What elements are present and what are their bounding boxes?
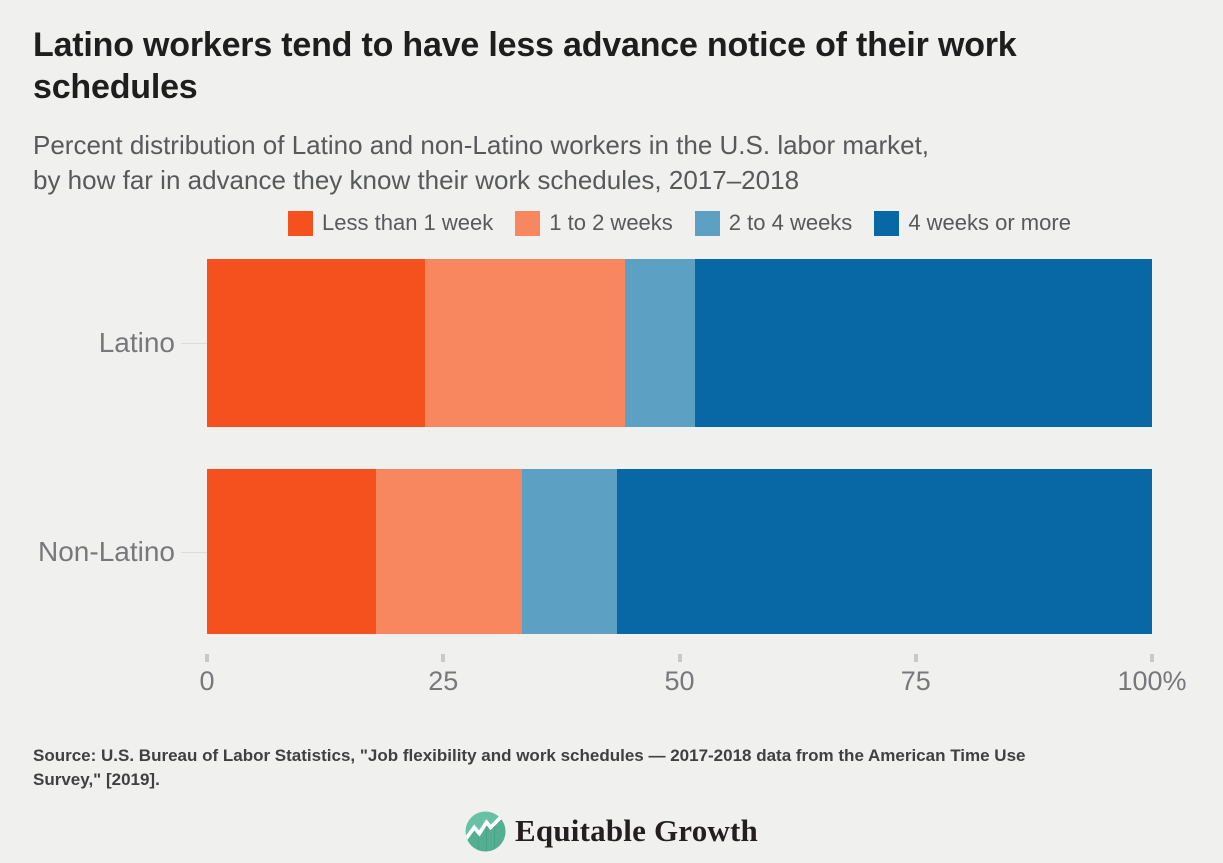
tick-mark [913, 654, 918, 662]
legend-label: 4 weeks or more [908, 210, 1071, 235]
subtitle-line-2: by how far in advance they know their wo… [33, 165, 800, 195]
legend-item-2-to-4-weeks: 2 to 4 weeks [694, 210, 853, 236]
tick-label-0: 0 [199, 666, 215, 696]
tick-mark [677, 654, 682, 662]
source-line-2: Survey," [2019]. [33, 770, 160, 789]
title-line-2: schedules [33, 68, 198, 106]
logo-wordmark: Equitable Growth [515, 813, 758, 848]
stacked-bar-latino [207, 259, 1152, 427]
page-title: Latino workers tend to have less advance… [33, 24, 1017, 108]
bar-segment-less-than-1-week [207, 259, 426, 427]
bar-segment-2-to-4-weeks [624, 259, 695, 427]
source-note: Source: U.S. Bureau of Labor Statistics,… [33, 744, 1163, 792]
tick-label-50: 50 [664, 666, 695, 696]
chart-legend: Less than 1 week 1 to 2 weeks 2 to 4 wee… [207, 208, 1152, 238]
bar-segment-1-to-2-weeks [376, 469, 522, 634]
equitable-growth-logo: Equitable Growth [0, 808, 1223, 854]
legend-swatch-icon [515, 210, 541, 236]
x-axis-tick-marks [205, 654, 1154, 662]
legend-label: 1 to 2 weeks [549, 210, 673, 235]
tick-mark [441, 654, 446, 662]
legend-item-less-than-1-week: Less than 1 week [288, 210, 493, 236]
tick-label-25: 25 [428, 666, 459, 696]
bar-segment-2-to-4-weeks [521, 469, 618, 634]
bar-row-non-latino: Non-Latino [0, 469, 1223, 634]
tick-label-75: 75 [900, 666, 931, 696]
bar-segment-1-to-2-weeks [425, 259, 625, 427]
legend-swatch-icon [288, 210, 314, 236]
title-line-1: Latino workers tend to have less advance… [33, 26, 1017, 64]
tick-label-100: 100% [1117, 666, 1187, 696]
tick-mark [205, 654, 209, 662]
bar-segment-4-weeks-or-more [617, 469, 1152, 634]
legend-swatch-icon [874, 210, 900, 236]
bar-segment-4-weeks-or-more [694, 259, 1152, 427]
x-axis-tick-labels: 0 25 50 75 100% [199, 666, 1186, 700]
leader-line [181, 343, 208, 344]
legend-item-1-to-2-weeks: 1 to 2 weeks [515, 210, 673, 236]
chart-subtitle: Percent distribution of Latino and non-L… [33, 128, 929, 198]
legend-swatch-icon [694, 210, 720, 236]
legend-item-4-weeks-or-more: 4 weeks or more [874, 210, 1071, 236]
category-label-non-latino: Non-Latino [38, 535, 175, 567]
stacked-bar-non-latino [207, 469, 1152, 634]
equitable-growth-chart-icon [465, 811, 506, 851]
tick-mark [1150, 654, 1154, 662]
bar-row-latino: Latino [0, 259, 1223, 427]
category-label-latino: Latino [98, 327, 175, 358]
source-line-1: Source: U.S. Bureau of Labor Statistics,… [33, 746, 1026, 765]
legend-label: Less than 1 week [322, 210, 494, 235]
subtitle-line-1: Percent distribution of Latino and non-L… [33, 130, 930, 160]
leader-line [181, 551, 208, 553]
bar-segment-less-than-1-week [207, 469, 377, 634]
legend-label: 2 to 4 weeks [728, 210, 853, 235]
